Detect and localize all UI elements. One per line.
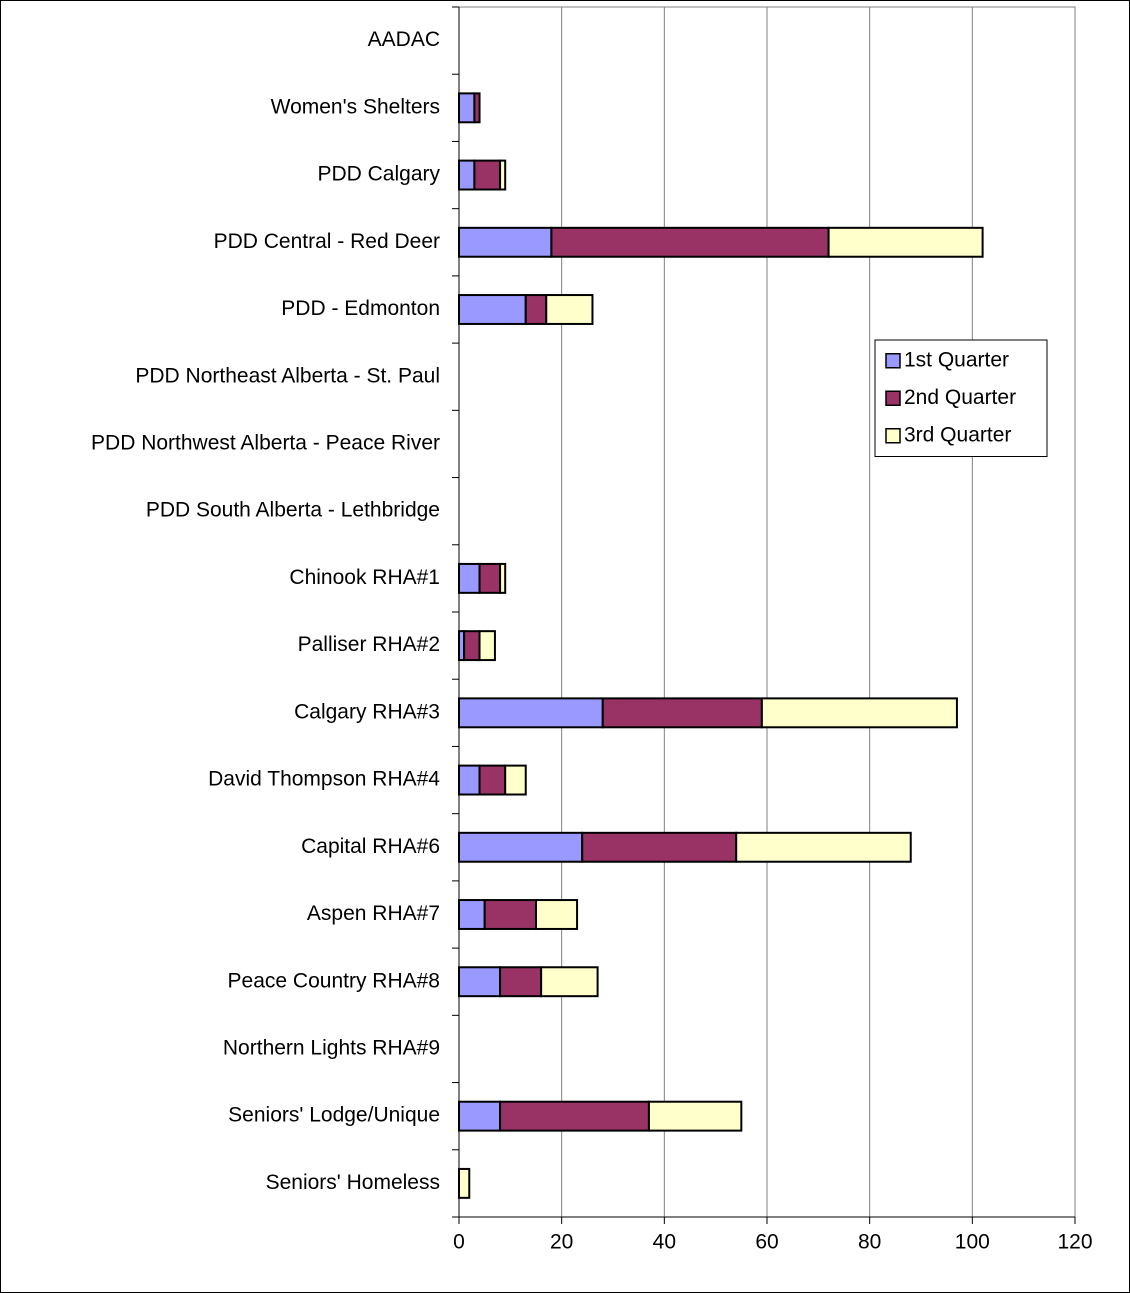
bar-segment [458,226,553,258]
y-tick-label: David Thompson RHA#4 [208,768,440,791]
y-tick-label: Aspen RHA#7 [307,902,440,925]
x-tick-label: 120 [1057,1231,1092,1254]
legend-swatch [885,428,901,444]
bar-segment [458,294,527,325]
y-tick-label: PDD Calgary [317,163,440,186]
bar-segment [473,92,481,124]
bar-segment [483,899,537,930]
y-tick-label: PDD South Alberta - Lethbridge [146,499,440,522]
bar-segment [458,831,584,863]
bar-segment [458,764,481,796]
x-tick-label: 60 [755,1231,778,1254]
bar-segment [535,899,579,930]
bar-segment [458,92,476,124]
bar-segment [458,562,481,594]
y-tick-label: Palliser RHA#2 [298,633,440,656]
bar-segment [458,159,476,191]
y-tick-label: Seniors' Homeless [266,1171,440,1194]
x-tick-label: 80 [858,1231,881,1254]
bar-segment [540,966,599,998]
legend-box [874,339,1048,457]
bar-segment [545,294,594,325]
bar-segment [647,1100,743,1132]
bar-segment [478,630,496,662]
legend-label: 2nd Quarter [904,386,1016,409]
y-tick-label: AADAC [368,28,440,51]
bar-segment [458,966,502,998]
y-tick-label: Women's Shelters [271,95,440,118]
y-tick-label: Chinook RHA#1 [289,566,440,589]
bar-segment [550,226,830,258]
y-tick-label: PDD Northwest Alberta - Peace River [91,431,440,454]
bar-segment [478,562,502,594]
bar-segment [478,764,507,796]
bar-segment [735,831,912,863]
y-tick-label: Peace Country RHA#8 [228,969,440,992]
x-tick-label: 0 [453,1231,465,1254]
bar-segment [458,1167,471,1199]
y-tick-label: Northern Lights RHA#9 [223,1036,440,1059]
bar-segment [499,966,543,998]
y-tick-label: Capital RHA#6 [301,835,440,858]
bar-segment [827,226,984,258]
y-tick-label: Calgary RHA#3 [294,700,440,723]
bar-segment [504,764,527,796]
bar-segment [463,630,481,662]
bar-segment [458,1100,502,1132]
bar-segment [499,1100,650,1132]
bar-segment [499,562,507,594]
x-tick-label: 40 [653,1231,676,1254]
y-tick-label: PDD Northeast Alberta - St. Paul [135,364,440,387]
legend-label: 3rd Quarter [904,423,1011,446]
bar-segment [458,697,604,729]
legend-swatch [885,390,901,406]
bar-segment [760,697,958,729]
y-tick-label: Seniors' Lodge/Unique [228,1104,440,1127]
bar-segment [458,899,486,930]
bar-segment [581,831,738,863]
bar-segment [473,159,502,191]
bar-segment [499,159,507,191]
bar-segment [601,697,763,729]
y-tick-label: PDD Central - Red Deer [214,230,440,253]
legend-swatch [885,353,901,369]
y-tick-label: PDD - Edmonton [281,297,440,320]
legend-label: 1st Quarter [904,348,1009,371]
bar-segment [524,294,548,325]
x-tick-label: 100 [955,1231,990,1254]
x-tick-label: 20 [550,1231,573,1254]
